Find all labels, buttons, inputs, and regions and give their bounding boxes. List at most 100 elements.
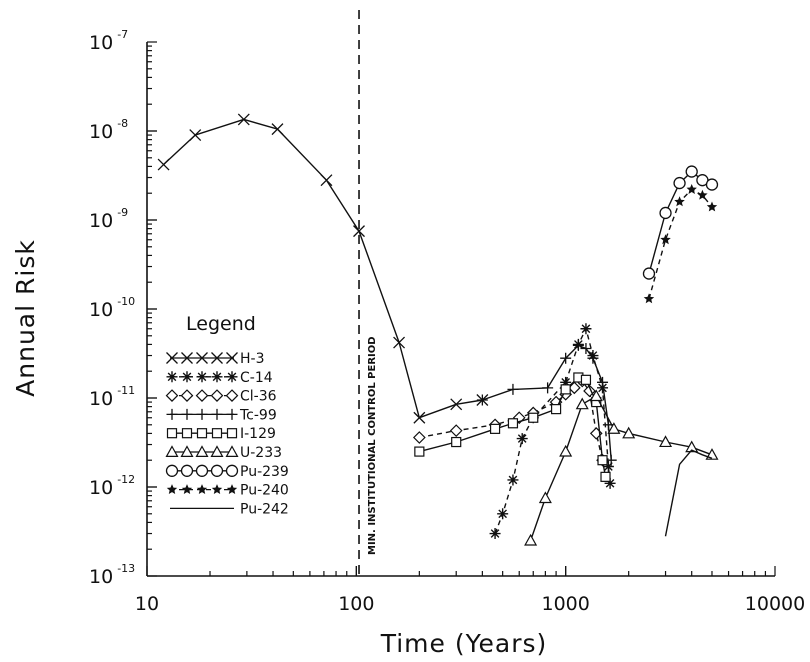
legend-label-cl-36: Cl-36 — [240, 389, 277, 405]
point-h-3 — [189, 129, 202, 142]
point-tc-99 — [507, 383, 519, 395]
point-u-233 — [589, 389, 603, 402]
x-tick-label: 100 — [338, 593, 374, 615]
legend-marker-i-129 — [166, 428, 178, 439]
legend-marker-pu-240 — [226, 484, 238, 494]
point-cl-36 — [413, 431, 426, 444]
series-line-tc-99 — [482, 344, 612, 461]
legend-item-h-3: H-3 — [166, 351, 265, 367]
legend-title: Legend — [186, 313, 256, 335]
point-c-14 — [597, 382, 609, 394]
point-u-233 — [622, 426, 636, 439]
point-h-3 — [157, 158, 170, 171]
point-tc-99 — [580, 342, 592, 354]
point-i-129 — [489, 423, 501, 434]
point-c-14 — [516, 433, 528, 445]
y-tick-label: 10 -7 — [89, 28, 128, 54]
axes — [146, 41, 776, 577]
legend-item-pu-242: Pu-242 — [170, 501, 289, 517]
legend-item-tc-99: Tc-99 — [166, 407, 277, 423]
legend-item-pu-239: Pu-239 — [165, 464, 289, 480]
point-h-3 — [393, 336, 406, 349]
x-tick-label: 1000 — [541, 593, 589, 615]
point-h-3 — [320, 174, 333, 187]
legend-marker-h-3 — [211, 352, 223, 364]
legend-marker-i-129 — [181, 428, 193, 439]
point-u-233 — [575, 397, 589, 410]
point-pu-240 — [706, 201, 718, 212]
legend-marker-tc-99 — [211, 408, 223, 420]
legend-marker-cl-36 — [180, 389, 194, 402]
point-cl-36 — [512, 411, 526, 425]
point-c-14 — [497, 508, 509, 520]
legend-marker-tc-99 — [226, 408, 238, 420]
point-pu-239 — [705, 178, 719, 191]
point-pu-239 — [673, 176, 686, 190]
point-tc-99 — [560, 352, 572, 364]
x-tick-label: 10 — [135, 593, 159, 615]
series-line-c-14 — [494, 328, 611, 534]
y-tick-label: 10 -8 — [89, 117, 128, 143]
point-tc-99 — [542, 382, 554, 394]
legend-marker-u-233 — [180, 445, 194, 457]
legend-marker-u-233 — [165, 445, 179, 457]
x-tick-label: 10000 — [745, 593, 805, 615]
point-pu-239 — [642, 267, 656, 280]
point-pu-240 — [674, 196, 685, 207]
legend: Legend H-3 C-14 Cl-36 Tc-99 I-129 U-233 Pu-239 P… — [165, 313, 289, 517]
point-u-233 — [524, 533, 538, 546]
legend-marker-i-129 — [211, 428, 223, 439]
legend-marker-h-3 — [226, 352, 238, 364]
legend-marker-tc-99 — [181, 408, 193, 420]
point-tc-99 — [587, 352, 599, 364]
series-pu-242 — [664, 449, 713, 537]
point-i-129 — [560, 384, 571, 395]
legend-item-cl-36: Cl-36 — [165, 389, 277, 405]
legend-label-pu-242: Pu-242 — [240, 501, 289, 517]
point-u-233 — [538, 491, 552, 504]
y-axis-title: Annual Risk — [11, 239, 40, 397]
point-cl-36 — [449, 424, 463, 437]
legend-marker-i-129 — [226, 428, 238, 439]
legend-label-i-129: I-129 — [240, 426, 276, 442]
y-tick-label: 10 -13 — [89, 562, 135, 588]
legend-item-i-129: I-129 — [166, 426, 276, 442]
legend-marker-cl-36 — [225, 389, 239, 402]
point-pu-240 — [643, 293, 655, 304]
legend-label-tc-99: Tc-99 — [239, 407, 277, 423]
point-c-14 — [580, 323, 592, 335]
point-pu-239 — [685, 165, 698, 178]
point-u-233 — [685, 440, 699, 453]
legend-marker-cl-36 — [165, 389, 179, 402]
legend-marker-pu-239 — [165, 464, 179, 477]
point-h-3 — [413, 411, 426, 424]
point-c-14 — [560, 376, 572, 388]
series-pu-240 — [643, 184, 718, 304]
legend-marker-pu-240 — [211, 484, 223, 494]
y-tick-label: 10 -12 — [89, 473, 135, 499]
legend-marker-h-3 — [196, 352, 208, 364]
series-line-u-233 — [529, 395, 713, 541]
institutional-control-line: MIN. INSTITUTIONAL CONTROL PERIOD — [358, 10, 378, 576]
series-h-3 — [157, 113, 489, 424]
tick-labels: 10 100 1000 10000 10 -7 10 -8 10 -9 10 -10 10 -11 10 -1… — [89, 28, 805, 615]
series-group — [157, 113, 719, 546]
point-pu-240 — [660, 234, 671, 245]
point-c-14 — [602, 460, 614, 472]
legend-label-pu-240: Pu-240 — [240, 483, 289, 499]
legend-marker-cl-36 — [195, 389, 209, 402]
point-tc-99 — [572, 339, 584, 351]
y-tick-label: 10 -9 — [89, 206, 128, 232]
legend-label-u-233: U-233 — [240, 445, 282, 461]
legend-marker-tc-99 — [166, 408, 178, 420]
legend-marker-cl-36 — [210, 389, 224, 402]
series-line-pu-242 — [664, 449, 713, 537]
series-tc-99 — [476, 339, 617, 466]
point-cl-36 — [583, 384, 596, 398]
legend-marker-c-14 — [196, 371, 208, 383]
point-i-129 — [550, 404, 562, 415]
point-u-233 — [659, 435, 673, 448]
series-line-pu-240 — [648, 188, 713, 300]
legend-marker-c-14 — [211, 371, 223, 383]
